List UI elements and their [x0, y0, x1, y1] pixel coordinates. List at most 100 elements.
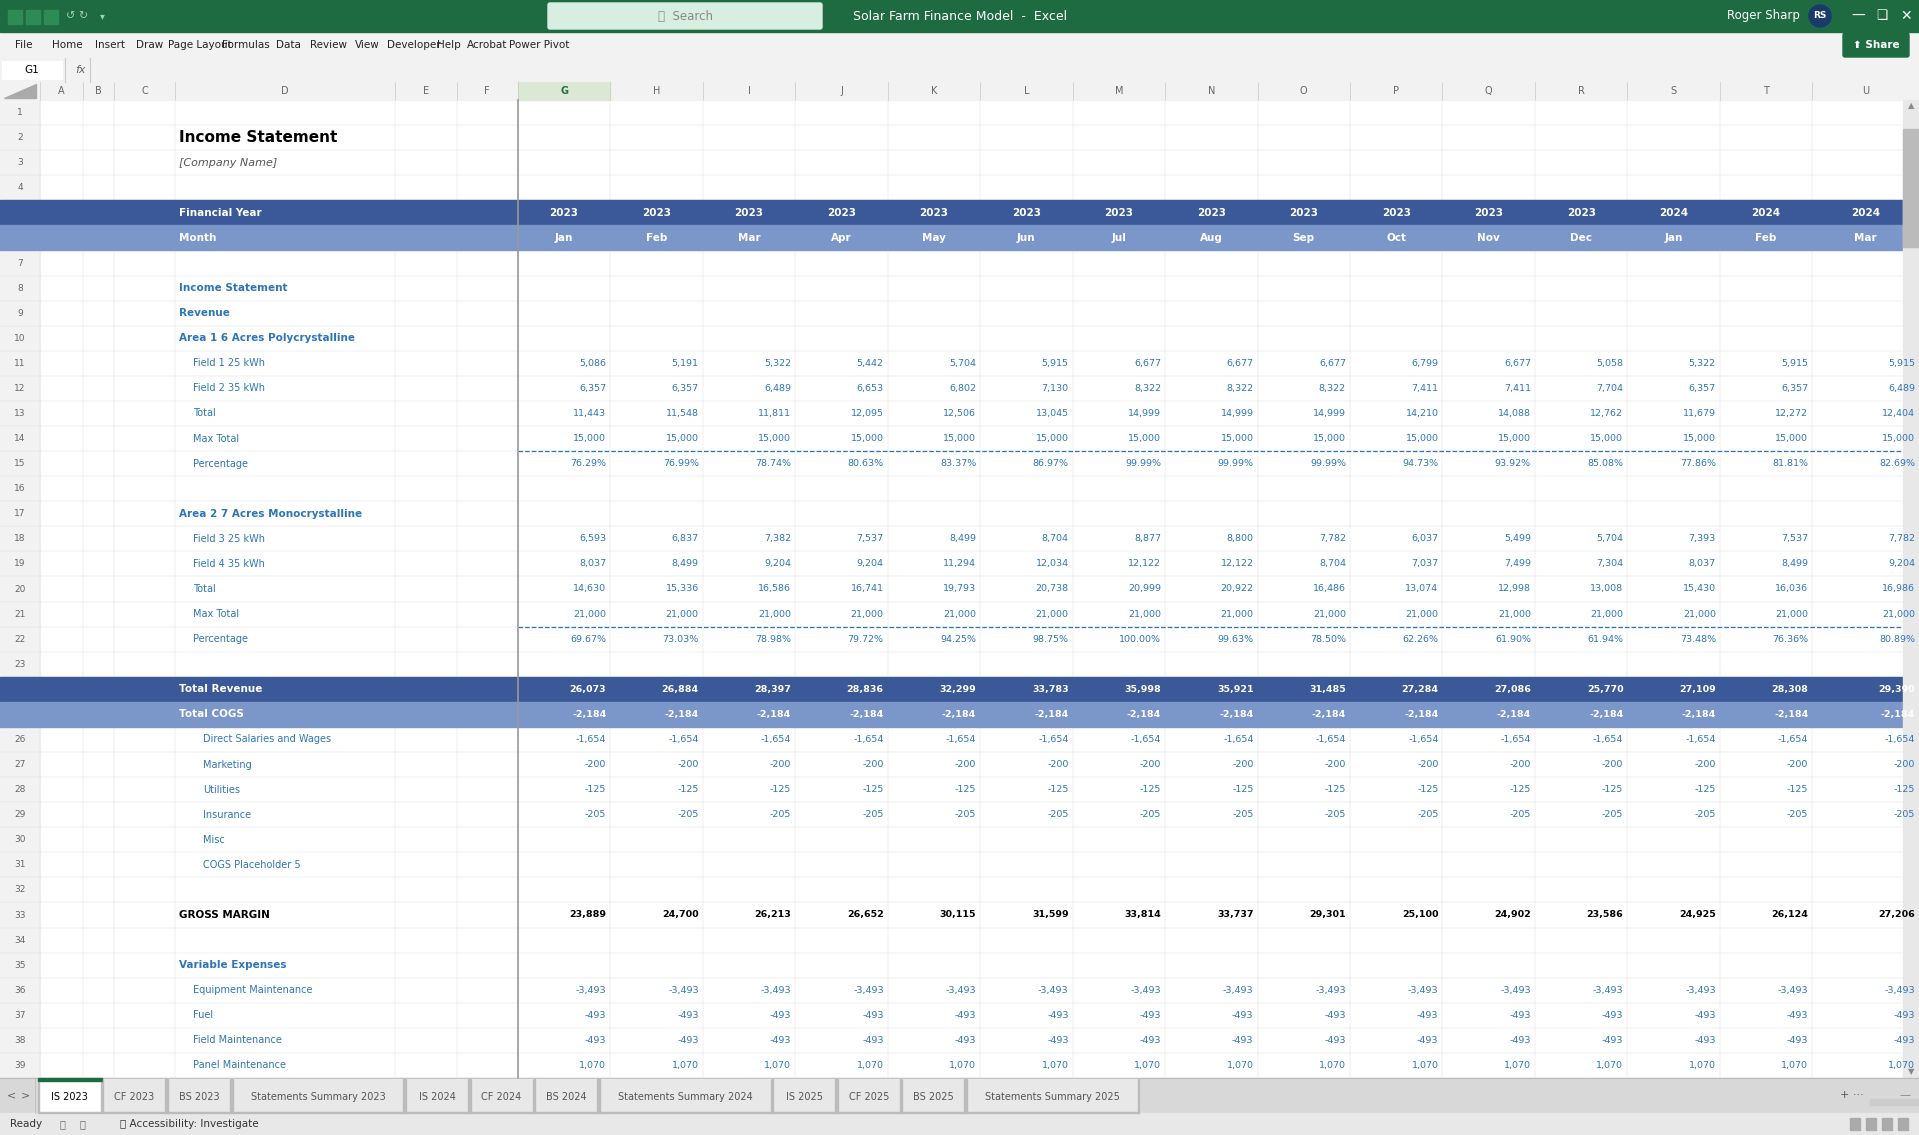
Text: -125: -125 [1694, 785, 1716, 794]
Text: -3,493: -3,493 [1222, 985, 1253, 994]
Text: 15,000: 15,000 [1128, 434, 1161, 443]
Text: -205: -205 [1602, 810, 1623, 819]
Circle shape [1810, 5, 1831, 27]
Text: 6,489: 6,489 [1888, 384, 1915, 393]
Bar [0, 1078, 1919, 1113]
Text: 7,704: 7,704 [1597, 384, 1623, 393]
Text: -2,184: -2,184 [664, 709, 699, 718]
Text: G1: G1 [25, 65, 40, 75]
Text: 6,677: 6,677 [1226, 359, 1253, 368]
Text: G: G [560, 86, 568, 96]
Text: S: S [1671, 86, 1677, 96]
Bar [0, 200, 1919, 226]
Text: 2023: 2023 [1474, 208, 1503, 218]
Text: 6,037: 6,037 [1410, 535, 1439, 544]
Text: 26,124: 26,124 [1771, 910, 1808, 919]
Text: 86.97%: 86.97% [1032, 460, 1069, 468]
Text: 6,799: 6,799 [1412, 359, 1439, 368]
Text: 16,036: 16,036 [1775, 585, 1808, 594]
Text: 29,390: 29,390 [1879, 684, 1915, 693]
Text: -205: -205 [862, 810, 883, 819]
Text: -125: -125 [1232, 785, 1253, 794]
Text: 32,299: 32,299 [940, 684, 977, 693]
Text: Insurance: Insurance [203, 809, 251, 819]
Text: Data: Data [276, 40, 301, 50]
Bar [38, 1079, 102, 1113]
Text: 4: 4 [17, 183, 23, 192]
Text: 27: 27 [13, 760, 25, 770]
Text: -200: -200 [1048, 760, 1069, 770]
Text: Dec: Dec [1570, 233, 1593, 243]
Text: 6,593: 6,593 [580, 535, 606, 544]
Text: 76.29%: 76.29% [570, 460, 606, 468]
Text: -2,184: -2,184 [1497, 709, 1531, 718]
Text: Income Statement: Income Statement [178, 131, 338, 145]
Text: 23,586: 23,586 [1587, 910, 1623, 919]
Text: -205: -205 [1510, 810, 1531, 819]
Text: 5,915: 5,915 [1781, 359, 1808, 368]
Text: 2024: 2024 [1752, 208, 1781, 218]
Text: 6,677: 6,677 [1504, 359, 1531, 368]
Text: 12,404: 12,404 [1883, 409, 1915, 418]
Text: -1,654: -1,654 [854, 735, 883, 743]
Text: -2,184: -2,184 [572, 709, 606, 718]
Bar [27, 10, 40, 24]
Text: 61.90%: 61.90% [1495, 634, 1531, 644]
Text: Mar: Mar [737, 233, 760, 243]
Text: 21,000: 21,000 [1036, 609, 1069, 619]
Text: T: T [1764, 86, 1769, 96]
Text: ▼: ▼ [1907, 1068, 1915, 1076]
Text: -493: -493 [1232, 1011, 1253, 1020]
Text: Formulas: Formulas [223, 40, 271, 50]
Bar [405, 1079, 468, 1113]
Text: 15,000: 15,000 [942, 434, 977, 443]
Text: 7,382: 7,382 [764, 535, 791, 544]
Text: 21,000: 21,000 [1775, 609, 1808, 619]
Text: 19,793: 19,793 [942, 585, 977, 594]
Text: 5,442: 5,442 [856, 359, 883, 368]
Text: 24,902: 24,902 [1495, 910, 1531, 919]
Text: Page Layout: Page Layout [169, 40, 232, 50]
Text: 76.36%: 76.36% [1771, 634, 1808, 644]
Bar [0, 100, 40, 1078]
Text: 15,000: 15,000 [1591, 434, 1623, 443]
Text: 7,393: 7,393 [1689, 535, 1716, 544]
Text: 2023: 2023 [549, 208, 578, 218]
Text: -125: -125 [1602, 785, 1623, 794]
Text: ❑: ❑ [1877, 9, 1888, 23]
Text: 8,499: 8,499 [950, 535, 977, 544]
Text: -125: -125 [1140, 785, 1161, 794]
Text: 26: 26 [13, 735, 25, 743]
Text: 15,000: 15,000 [1683, 434, 1716, 443]
Text: 1,070: 1,070 [672, 1061, 699, 1070]
Text: 29: 29 [13, 810, 25, 819]
Text: 34: 34 [13, 935, 25, 944]
Text: -1,654: -1,654 [1501, 735, 1531, 743]
Bar [44, 10, 58, 24]
Text: -493: -493 [1510, 1011, 1531, 1020]
Text: Statements Summary 2025: Statements Summary 2025 [984, 1092, 1121, 1101]
Text: Statements Summary 2023: Statements Summary 2023 [251, 1092, 386, 1101]
Text: I: I [748, 86, 750, 96]
Text: 15,000: 15,000 [1313, 434, 1345, 443]
Text: 11,294: 11,294 [942, 560, 977, 569]
Bar [0, 676, 1919, 701]
Text: 15,000: 15,000 [574, 434, 606, 443]
Text: -2,184: -2,184 [1405, 709, 1439, 718]
Text: Direct Salaries and Wages: Direct Salaries and Wages [203, 734, 332, 745]
Text: -205: -205 [1324, 810, 1345, 819]
Text: 5,704: 5,704 [1597, 535, 1623, 544]
Text: 73.03%: 73.03% [662, 634, 699, 644]
Text: -205: -205 [1416, 810, 1439, 819]
Text: -1,654: -1,654 [1593, 735, 1623, 743]
Text: 33: 33 [13, 910, 25, 919]
FancyBboxPatch shape [549, 3, 821, 30]
Bar [1865, 1118, 1877, 1130]
Text: 82.69%: 82.69% [1879, 460, 1915, 468]
Text: 6,677: 6,677 [1134, 359, 1161, 368]
Text: 1,070: 1,070 [1504, 1061, 1531, 1070]
Text: 12,122: 12,122 [1128, 560, 1161, 569]
Text: 15,000: 15,000 [1883, 434, 1915, 443]
Text: -493: -493 [770, 1036, 791, 1045]
Text: -125: -125 [1787, 785, 1808, 794]
